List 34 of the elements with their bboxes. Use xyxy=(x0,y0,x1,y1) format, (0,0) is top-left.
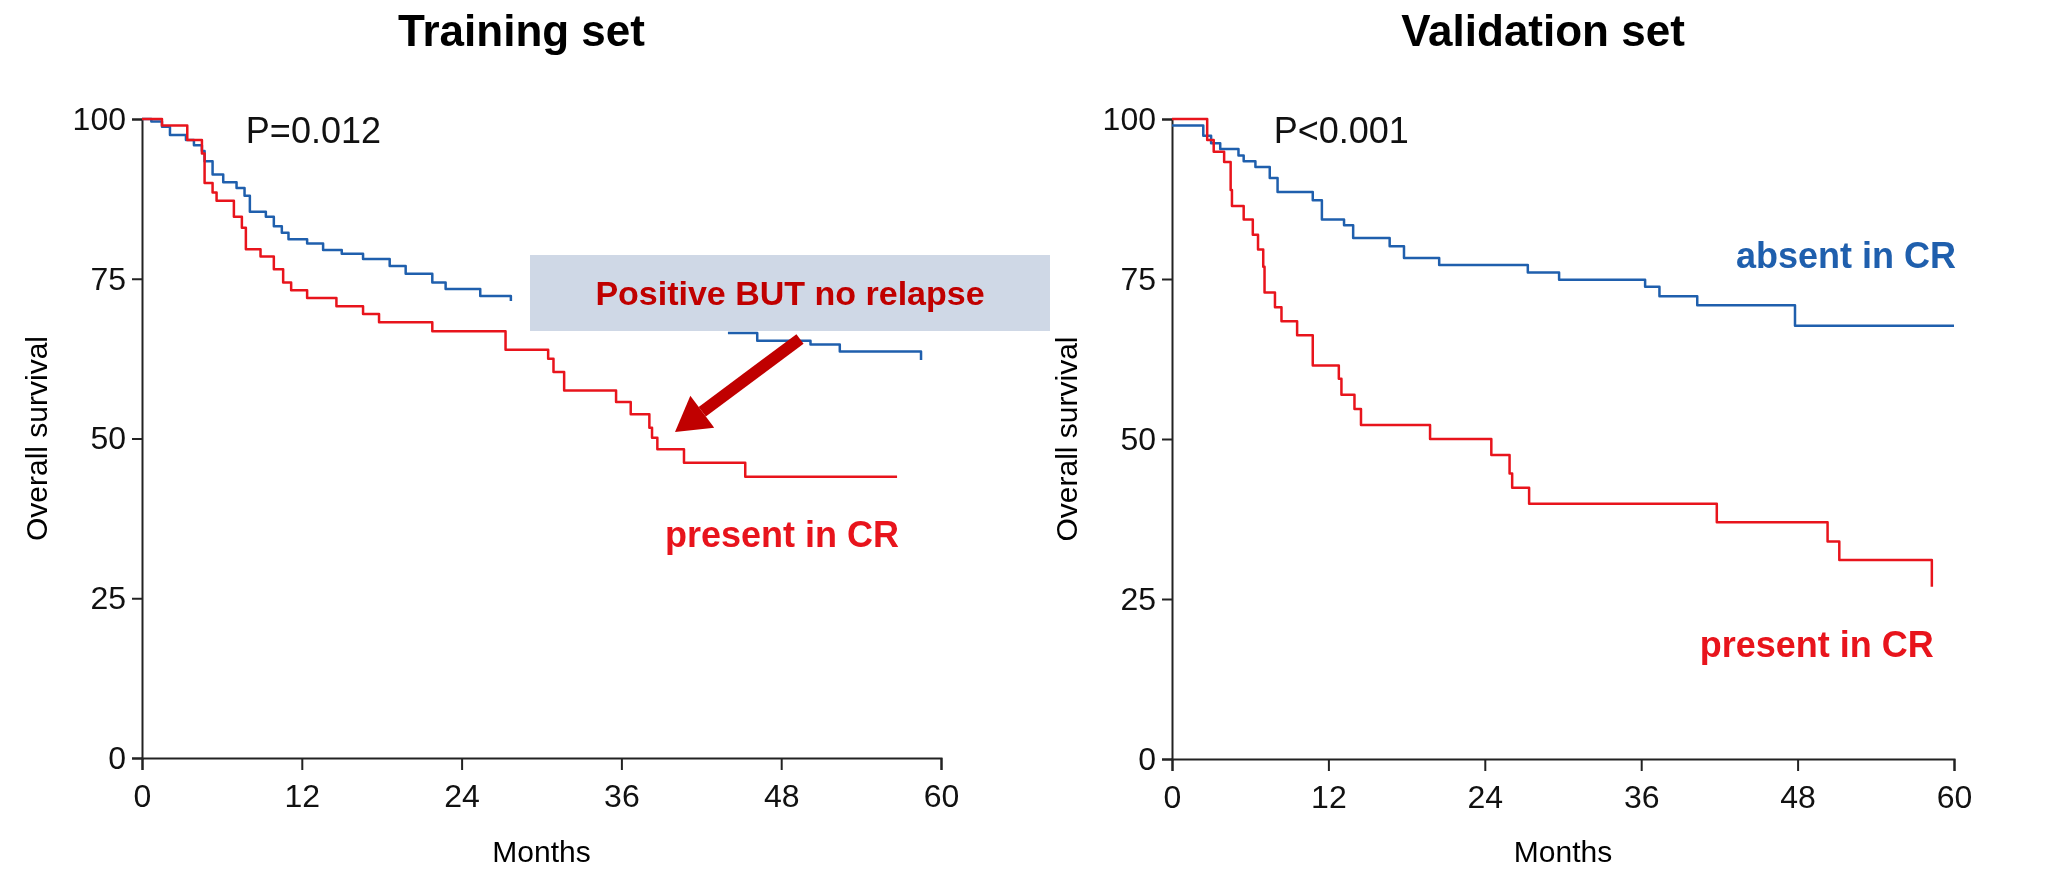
x-tick-label: 48 xyxy=(1780,778,1816,815)
annotation: Positive BUT no relapse xyxy=(595,274,985,312)
y-tick-label: 75 xyxy=(90,260,126,297)
y-tick-label: 0 xyxy=(1138,740,1156,777)
x-axis-title: Months xyxy=(492,835,591,868)
y-tick-label: 25 xyxy=(1120,580,1156,617)
x-tick-label: 0 xyxy=(1163,778,1182,815)
x-tick-label: 12 xyxy=(284,777,321,814)
x-axis-title: Months xyxy=(1513,835,1613,868)
series-label: absent in CR xyxy=(1735,235,1956,277)
x-tick-label: 24 xyxy=(444,777,480,814)
y-axis-title: Overall survival xyxy=(20,335,53,542)
chart-title: Validation set xyxy=(1401,6,1686,55)
y-tick-label: 50 xyxy=(90,420,126,457)
x-tick-label: 60 xyxy=(923,777,960,814)
series-label: present in CR xyxy=(665,514,900,556)
y-axis-title: Overall survival xyxy=(1050,336,1083,542)
x-tick-label: 36 xyxy=(604,777,640,814)
chart-title: Training set xyxy=(398,6,646,55)
x-tick-label: 0 xyxy=(133,777,152,814)
x-tick-label: 60 xyxy=(1936,778,1973,815)
y-tick-label: 100 xyxy=(72,100,126,137)
y-tick-label: 75 xyxy=(1120,260,1156,297)
annotation: P=0.012 xyxy=(245,110,381,151)
annotation: P<0.001 xyxy=(1273,110,1409,151)
y-tick-label: 25 xyxy=(90,579,126,616)
y-tick-label: 0 xyxy=(108,739,126,776)
series-label: present in CR xyxy=(1699,624,1934,666)
x-tick-label: 48 xyxy=(763,777,800,814)
x-tick-label: 36 xyxy=(1623,778,1660,815)
x-tick-label: 12 xyxy=(1311,778,1347,815)
y-tick-label: 50 xyxy=(1120,420,1156,457)
y-tick-label: 100 xyxy=(1102,100,1156,137)
x-tick-label: 24 xyxy=(1467,778,1504,815)
